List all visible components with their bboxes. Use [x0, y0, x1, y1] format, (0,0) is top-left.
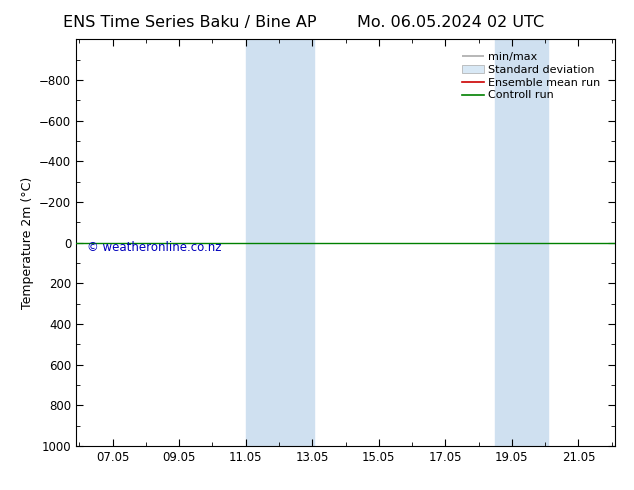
Text: Mo. 06.05.2024 02 UTC: Mo. 06.05.2024 02 UTC	[356, 15, 544, 30]
Text: © weatheronline.co.nz: © weatheronline.co.nz	[87, 241, 221, 253]
Legend: min/max, Standard deviation, Ensemble mean run, Controll run: min/max, Standard deviation, Ensemble me…	[458, 49, 604, 104]
Y-axis label: Temperature 2m (°C): Temperature 2m (°C)	[20, 176, 34, 309]
Text: ENS Time Series Baku / Bine AP: ENS Time Series Baku / Bine AP	[63, 15, 317, 30]
Bar	[246, 39, 314, 446]
Bar	[495, 39, 548, 446]
